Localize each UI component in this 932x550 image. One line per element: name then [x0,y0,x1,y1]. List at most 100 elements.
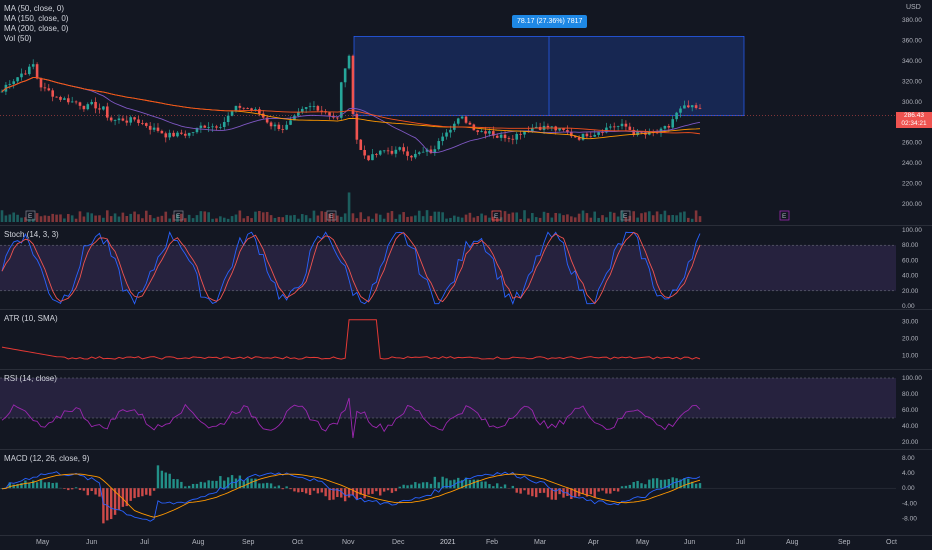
macd-histogram-bar [269,483,273,489]
volume-bar [300,214,304,222]
candle-body [464,116,468,123]
volume-bar [285,214,288,222]
macd-histogram-bar [652,478,655,489]
macd-histogram-bar [659,479,663,489]
macd-histogram-bar [449,480,452,489]
volume-bar [351,213,355,222]
macd-histogram-bar [176,479,179,489]
candle-body [398,147,402,150]
macd-histogram-bar [433,476,437,489]
candle-body [351,55,355,114]
time-axis-label: 2021 [440,539,456,546]
atr-line [1,319,701,360]
volume-bar [410,216,413,222]
currency-label: USD [906,4,921,11]
candle-body [121,118,125,121]
rsi-band [0,378,896,418]
volume-bar [609,211,612,222]
volume-bar [339,216,343,222]
volume-bar [328,213,331,222]
macd-histogram-bar [371,488,374,494]
volume-bar [289,215,292,222]
volume-bar [246,216,249,222]
legend-ma150: MA (150, close, 0) [4,14,69,23]
macd-histogram-bar [184,486,187,489]
macd-histogram-bar [121,488,125,507]
volume-bar [382,218,386,222]
volume-bar [16,214,19,222]
volume-bar [402,212,405,222]
candle-body [230,111,234,116]
rsi-chart[interactable]: 100.00 80.00 60.00 40.00 20.00 [0,370,932,450]
stoch-chart[interactable]: 100.00 80.00 60.00 40.00 20.00 0.00 [0,226,932,310]
macd-chart[interactable]: 8.00 4.00 0.00 -4.00 -8.00 [0,450,932,536]
macd-histogram-bar [694,483,698,489]
macd-histogram-bar [98,488,101,497]
volume-bar [39,216,43,222]
candle-body [484,131,487,134]
candle-body [207,127,210,129]
time-axis[interactable]: May Jun Jul Aug Sep Oct Nov Dec 2021 Feb Mar Apr May… [0,536,932,550]
volume-bar [133,211,136,222]
rsi-line [1,397,701,439]
candle-body [258,109,261,114]
macd-histogram-bar [20,483,23,489]
price-chart[interactable]: 380.00360.00340.00320.00300.00280.00260.… [0,0,932,226]
volume-bar [456,216,460,222]
rsi-pane[interactable]: 100.00 80.00 60.00 40.00 20.00 RSI (14, clos… [0,370,932,450]
macd-histogram-bar [328,488,331,501]
macd-pane[interactable]: 8.00 4.00 0.00 -4.00 -8.00 MACD (12, 26, clo… [0,450,932,536]
candle-body [371,154,374,161]
volume-bar [605,217,608,222]
volume-bar [414,215,417,222]
macd-histogram-bar [129,488,132,501]
macd-histogram-bar [125,488,128,507]
candle-body [289,120,292,125]
atr-pane[interactable]: 30.00 20.00 10.00 ATR (10, SMA) [0,310,932,370]
time-axis-label: Jul [736,539,745,546]
candle-body [468,122,472,125]
candle-body [636,131,639,135]
candle-body [609,126,612,128]
price-axis-label: 260.00 [902,140,922,147]
candle-body [261,113,265,118]
candle-body [78,102,82,106]
macd-histogram-bar [488,484,491,489]
macd-histogram-bar [667,479,671,489]
candle-body [550,126,554,128]
candle-body [558,128,561,131]
candle-body [203,125,207,128]
volume-bar [336,215,339,222]
candle-body [515,133,519,140]
stoch-pane[interactable]: 100.00 80.00 60.00 40.00 20.00 0.00 Stoch (14… [0,226,932,310]
candle-body [620,123,624,127]
volume-bar [125,215,129,222]
macd-histogram-bar [293,488,296,492]
candle-body [51,90,54,97]
volume-bar [507,213,511,222]
atr-chart[interactable]: 30.00 20.00 10.00 [0,310,932,370]
stoch-axis-label: 40.00 [902,273,919,280]
legend-ma50: MA (50, close, 0) [4,4,65,13]
volume-bar [651,215,655,222]
macd-histogram-bar [620,486,624,489]
volume-bar [577,213,581,222]
macd-histogram-bar [8,482,11,489]
macd-histogram-bar [406,485,409,489]
volume-bar [230,216,234,222]
candle-body [531,128,534,132]
time-axis-label: Sep [242,539,255,546]
macd-histogram-bar [359,488,362,495]
earnings-marker-label: E [28,213,33,220]
macd-histogram-bar [273,486,277,489]
macd-histogram-bar [675,478,678,489]
candle-body [0,91,4,93]
volume-bar [570,216,573,222]
volume-bar [386,212,390,222]
volume-bar [324,211,327,222]
candle-body [98,108,101,110]
volume-bar [180,213,183,222]
macd-histogram-bar [117,488,121,511]
price-pane[interactable]: 380.00360.00340.00320.00300.00280.00260.… [0,0,932,226]
rsi-axis-label: 60.00 [902,407,919,414]
